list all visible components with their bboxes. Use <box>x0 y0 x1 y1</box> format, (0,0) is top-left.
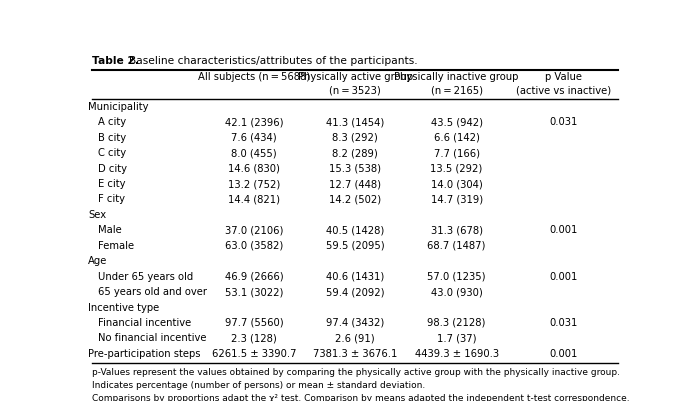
Text: Sex: Sex <box>88 210 106 220</box>
Text: 40.5 (1428): 40.5 (1428) <box>326 225 385 235</box>
Text: Under 65 years old: Under 65 years old <box>98 271 193 282</box>
Text: 43.5 (942): 43.5 (942) <box>431 117 482 127</box>
Text: Pre-participation steps: Pre-participation steps <box>88 349 201 359</box>
Text: 0.001: 0.001 <box>549 271 577 282</box>
Text: (n = 2165): (n = 2165) <box>431 85 482 95</box>
Text: Physically inactive group: Physically inactive group <box>394 72 519 82</box>
Text: 7381.3 ± 3676.1: 7381.3 ± 3676.1 <box>313 349 398 359</box>
Text: 0.001: 0.001 <box>549 225 577 235</box>
Text: 7.6 (434): 7.6 (434) <box>231 133 277 143</box>
Text: 0.031: 0.031 <box>549 318 577 328</box>
Text: 0.031: 0.031 <box>549 117 577 127</box>
Text: 53.1 (3022): 53.1 (3022) <box>225 287 283 297</box>
Text: A city: A city <box>98 117 126 127</box>
Text: Age: Age <box>88 256 107 266</box>
Text: C city: C city <box>98 148 126 158</box>
Text: Table 2.: Table 2. <box>92 56 140 66</box>
Text: 14.7 (319): 14.7 (319) <box>431 194 483 205</box>
Text: 68.7 (1487): 68.7 (1487) <box>427 241 486 251</box>
Text: E city: E city <box>98 179 125 189</box>
Text: 7.7 (166): 7.7 (166) <box>433 148 480 158</box>
Text: 8.3 (292): 8.3 (292) <box>332 133 378 143</box>
Text: Municipality: Municipality <box>88 102 149 112</box>
Text: 14.0 (304): 14.0 (304) <box>431 179 482 189</box>
Text: 97.4 (3432): 97.4 (3432) <box>326 318 385 328</box>
Text: All subjects (n = 5688): All subjects (n = 5688) <box>198 72 310 82</box>
Text: Baseline characteristics/attributes of the participants.: Baseline characteristics/attributes of t… <box>129 56 418 66</box>
Text: No financial incentive: No financial incentive <box>98 333 206 343</box>
Text: 40.6 (1431): 40.6 (1431) <box>326 271 385 282</box>
Text: 14.4 (821): 14.4 (821) <box>228 194 280 205</box>
Text: 46.9 (2666): 46.9 (2666) <box>225 271 283 282</box>
Text: 37.0 (2106): 37.0 (2106) <box>225 225 283 235</box>
Text: Incentive type: Incentive type <box>88 302 160 312</box>
Text: p Value: p Value <box>545 72 582 82</box>
Text: Physically active group: Physically active group <box>298 72 413 82</box>
Text: 13.2 (752): 13.2 (752) <box>228 179 280 189</box>
Text: p-Values represent the values obtained by comparing the physically active group : p-Values represent the values obtained b… <box>92 368 621 377</box>
Text: 2.3 (128): 2.3 (128) <box>231 333 277 343</box>
Text: Female: Female <box>98 241 134 251</box>
Text: 15.3 (538): 15.3 (538) <box>330 164 381 174</box>
Text: D city: D city <box>98 164 127 174</box>
Text: 13.5 (292): 13.5 (292) <box>431 164 483 174</box>
Text: 42.1 (2396): 42.1 (2396) <box>225 117 283 127</box>
Text: 8.0 (455): 8.0 (455) <box>231 148 277 158</box>
Text: 8.2 (289): 8.2 (289) <box>332 148 378 158</box>
Text: 12.7 (448): 12.7 (448) <box>330 179 381 189</box>
Text: 4439.3 ± 1690.3: 4439.3 ± 1690.3 <box>414 349 499 359</box>
Text: (active vs inactive): (active vs inactive) <box>515 85 611 95</box>
Text: 98.3 (2128): 98.3 (2128) <box>427 318 486 328</box>
Text: Comparisons by proportions adapt the χ² test. Comparison by means adapted the in: Comparisons by proportions adapt the χ² … <box>92 394 630 401</box>
Text: 43.0 (930): 43.0 (930) <box>431 287 482 297</box>
Text: 1.7 (37): 1.7 (37) <box>437 333 476 343</box>
Text: 6261.5 ± 3390.7: 6261.5 ± 3390.7 <box>212 349 297 359</box>
Text: 57.0 (1235): 57.0 (1235) <box>427 271 486 282</box>
Text: 97.7 (5560): 97.7 (5560) <box>225 318 283 328</box>
Text: 65 years old and over: 65 years old and over <box>98 287 206 297</box>
Text: (n = 3523): (n = 3523) <box>330 85 381 95</box>
Text: 63.0 (3582): 63.0 (3582) <box>225 241 283 251</box>
Text: 41.3 (1454): 41.3 (1454) <box>326 117 385 127</box>
Text: Financial incentive: Financial incentive <box>98 318 191 328</box>
Text: F city: F city <box>98 194 125 205</box>
Text: Male: Male <box>98 225 122 235</box>
Text: 2.6 (91): 2.6 (91) <box>336 333 375 343</box>
Text: 0.001: 0.001 <box>549 349 577 359</box>
Text: 59.5 (2095): 59.5 (2095) <box>326 241 385 251</box>
Text: 14.2 (502): 14.2 (502) <box>329 194 381 205</box>
Text: 59.4 (2092): 59.4 (2092) <box>326 287 385 297</box>
Text: Indicates percentage (number of persons) or mean ± standard deviation.: Indicates percentage (number of persons)… <box>92 381 426 390</box>
Text: 14.6 (830): 14.6 (830) <box>228 164 280 174</box>
Text: B city: B city <box>98 133 126 143</box>
Text: 31.3 (678): 31.3 (678) <box>431 225 482 235</box>
Text: 6.6 (142): 6.6 (142) <box>433 133 480 143</box>
